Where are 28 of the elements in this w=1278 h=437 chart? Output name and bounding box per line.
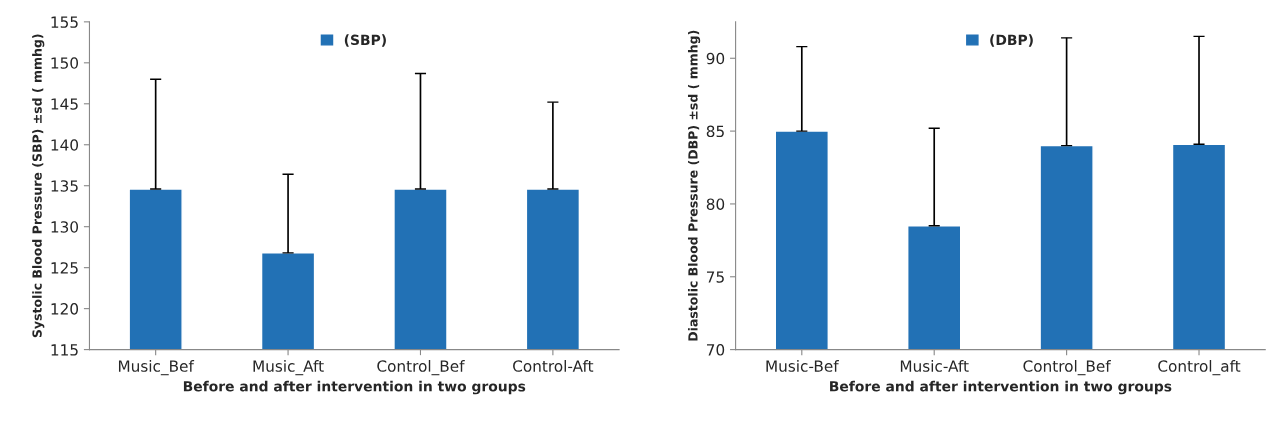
x-tick-label: Music_Bef <box>118 360 195 376</box>
y-tick-label: 75 <box>706 271 724 283</box>
y-tick-label: 140 <box>51 139 79 151</box>
x-tick-label: Control_Bef <box>1023 360 1111 376</box>
y-tick-label: 85 <box>706 125 724 138</box>
x-tick-label: Music_Aft <box>253 360 324 376</box>
y-tick-label: 90 <box>706 52 725 65</box>
y-tick-label: 130 <box>51 221 79 233</box>
x-tick-label: Control-Aft <box>513 360 594 372</box>
y-tick-label: 120 <box>51 303 79 315</box>
legend-label: (DBP) <box>990 34 1033 47</box>
legend-label: (SBP) <box>344 34 386 47</box>
x-axis-title: Before and after intervention in two groups <box>830 380 1172 395</box>
y-axis-title: Systolic Blood Pressure (SBP) ±sd ( mmhg) <box>32 34 45 338</box>
x-tick-label: Music-Bef <box>766 360 839 372</box>
y-tick-label: 115 <box>51 344 78 356</box>
y-tick-label: 125 <box>51 262 78 274</box>
y-tick-label: 155 <box>51 16 78 28</box>
x-tick-label: Music-Aft <box>900 360 969 372</box>
y-tick-label: 80 <box>706 198 725 210</box>
x-tick-label: Control_Bef <box>377 360 465 376</box>
x-axis-title: Before and after intervention in two groups <box>183 380 526 395</box>
y-tick-label: 70 <box>706 344 725 356</box>
y-axis-title: Diastolic Blood Pressure (DBP) ±sd ( mmhg) <box>687 30 701 341</box>
x-tick-label: Control_aft <box>1158 360 1241 376</box>
y-tick-label: 150 <box>51 57 79 69</box>
y-tick-label: 135 <box>51 180 78 192</box>
y-tick-label: 145 <box>51 98 78 110</box>
